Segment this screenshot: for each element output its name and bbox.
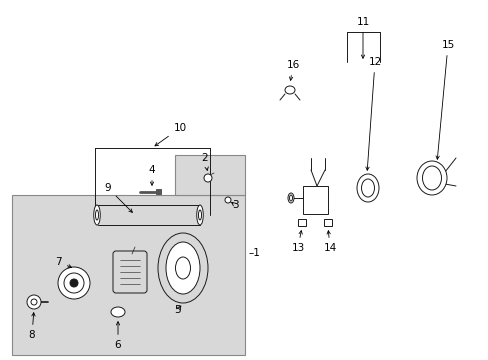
Bar — [175, 155, 244, 195]
Ellipse shape — [158, 233, 207, 303]
Circle shape — [224, 197, 230, 203]
Bar — [324, 219, 331, 226]
Bar — [297, 219, 305, 226]
Text: 13: 13 — [291, 231, 304, 253]
Text: 4: 4 — [148, 165, 155, 185]
Ellipse shape — [285, 86, 294, 94]
Ellipse shape — [165, 242, 200, 294]
Circle shape — [27, 295, 41, 309]
Bar — [156, 189, 161, 194]
Text: 9: 9 — [104, 183, 132, 212]
Ellipse shape — [422, 166, 441, 190]
Text: 10: 10 — [155, 123, 186, 146]
Text: 7: 7 — [55, 257, 71, 268]
Text: 12: 12 — [365, 57, 381, 170]
Circle shape — [203, 174, 212, 182]
Ellipse shape — [198, 210, 201, 220]
Circle shape — [70, 279, 78, 287]
Ellipse shape — [289, 195, 292, 201]
Text: 2: 2 — [201, 153, 208, 170]
Ellipse shape — [175, 257, 190, 279]
Text: 3: 3 — [231, 200, 238, 210]
Ellipse shape — [356, 174, 378, 202]
Text: 5: 5 — [174, 305, 181, 315]
Circle shape — [58, 267, 90, 299]
Text: 16: 16 — [286, 60, 299, 80]
Ellipse shape — [95, 210, 98, 220]
Text: –1: –1 — [248, 248, 260, 258]
Ellipse shape — [416, 161, 446, 195]
Ellipse shape — [287, 193, 293, 203]
Text: 11: 11 — [356, 17, 369, 58]
Ellipse shape — [196, 205, 203, 225]
Circle shape — [64, 273, 84, 293]
Text: 15: 15 — [435, 40, 454, 159]
Text: 14: 14 — [323, 231, 336, 253]
Bar — [12, 195, 244, 355]
Bar — [303, 186, 327, 214]
Circle shape — [31, 299, 37, 305]
Ellipse shape — [94, 205, 100, 225]
Text: 6: 6 — [115, 322, 121, 350]
Text: 8: 8 — [29, 313, 35, 340]
Ellipse shape — [111, 307, 125, 317]
Ellipse shape — [361, 179, 374, 197]
